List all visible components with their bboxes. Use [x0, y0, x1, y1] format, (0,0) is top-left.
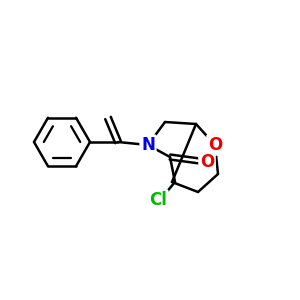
- Text: O: O: [200, 153, 214, 171]
- Text: Cl: Cl: [149, 191, 167, 209]
- Text: N: N: [141, 136, 155, 154]
- Text: O: O: [208, 136, 222, 154]
